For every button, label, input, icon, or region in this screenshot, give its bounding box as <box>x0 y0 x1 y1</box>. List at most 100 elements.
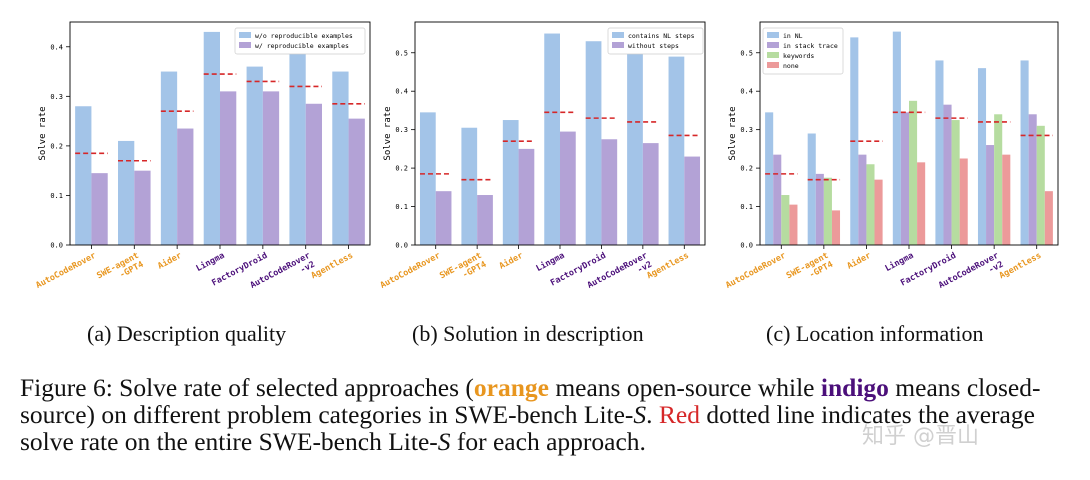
bar <box>348 118 365 245</box>
bar <box>900 112 909 245</box>
legend-label: in stack trace <box>783 42 838 50</box>
bar <box>959 158 968 245</box>
bar <box>1036 125 1045 245</box>
subcaption-c: (c) Location information <box>766 321 984 346</box>
y-tick-label: 0.2 <box>395 165 408 173</box>
legend-label: keywords <box>783 52 814 60</box>
legend-swatch <box>767 32 779 38</box>
legend-label: w/o reproducible examples <box>255 32 353 40</box>
bar <box>1044 191 1053 245</box>
x-tick-label: AutoCodeRover <box>34 251 97 291</box>
caption-italic-s: S <box>633 400 647 429</box>
bar <box>823 177 832 245</box>
chart-panel-2: 0.0 0.1 0.2 0.3 0.4 0.5 Solve rate AutoCodeRove… <box>379 21 706 291</box>
x-tick-label-line: AutoCodeRover <box>379 251 442 291</box>
bar <box>917 162 926 245</box>
bar <box>627 45 643 245</box>
x-tick-label: SWE-agent-GPT4 <box>95 251 145 290</box>
bar <box>765 112 774 245</box>
y-tick-label: 0.3 <box>395 126 408 134</box>
bar <box>177 128 194 245</box>
bar <box>815 173 824 245</box>
x-tick-label: AutoCodeRover <box>724 251 787 291</box>
x-tick-label-line: AutoCodeRover <box>724 251 787 291</box>
bar <box>994 114 1003 245</box>
legend-swatch <box>612 42 624 48</box>
bar <box>203 31 220 245</box>
bar <box>262 91 280 245</box>
bar <box>1020 60 1029 246</box>
bar <box>668 56 685 245</box>
caption-text: Figure 6: Solve rate of selected approac… <box>20 373 474 402</box>
x-tick-label-line: Lingma <box>194 250 226 274</box>
y-tick-label: 0.1 <box>740 203 753 211</box>
legend-label: w/ reproducible examples <box>255 42 349 50</box>
x-tick-label: SWE-agent-GPT4 <box>785 251 835 290</box>
y-tick-label: 0.5 <box>395 49 408 57</box>
x-tick-label: Aider <box>156 250 184 272</box>
y-tick-label: 0.3 <box>740 126 753 134</box>
chart-panel-1: 0.0 0.1 0.2 0.3 0.4 Solve rate AutoCodeRoverSW… <box>34 21 371 291</box>
bar <box>684 156 701 245</box>
bar <box>892 31 901 246</box>
plot-frame <box>414 21 706 246</box>
bar <box>909 100 918 245</box>
bar <box>461 127 478 245</box>
legend-swatch <box>767 52 779 58</box>
caption-orange-word: orange <box>473 373 549 402</box>
bar <box>874 179 883 245</box>
x-tick-label: Aider <box>845 250 873 272</box>
y-tick-label: 0.5 <box>740 49 753 57</box>
y-tick-label: 0.0 <box>50 242 63 250</box>
bar <box>134 170 151 245</box>
y-tick-label: 0.4 <box>395 88 408 96</box>
y-tick-label: 0.1 <box>395 203 408 211</box>
bar <box>642 143 659 245</box>
legend: in NL in stack trace keywords none <box>762 27 844 75</box>
legend-swatch <box>767 42 779 48</box>
caption-text: dotted line indicates the average solve … <box>20 400 1035 456</box>
caption-italic-s: S <box>437 427 451 456</box>
caption-text: means open-source while <box>548 373 821 402</box>
x-tick-label-line: Aider <box>156 250 184 272</box>
legend-label: none <box>783 62 799 70</box>
bar <box>986 145 995 245</box>
y-tick-label: 0.4 <box>50 43 63 51</box>
x-tick-label: Agentless <box>310 251 355 281</box>
y-tick-label: 0.2 <box>740 165 753 173</box>
legend-label: in NL <box>783 32 803 40</box>
caption-indigo-word: indigo <box>820 373 889 402</box>
bar <box>289 51 306 245</box>
y-tick-label: 0.2 <box>50 142 63 150</box>
bar <box>935 60 944 246</box>
bar <box>160 71 178 245</box>
bar <box>332 71 349 245</box>
chart-panel-3: 0.0 0.1 0.2 0.3 0.4 0.5 Solve rate AutoCodeRove… <box>724 21 1059 291</box>
x-tick-label-line: AutoCodeRover <box>34 251 97 291</box>
x-tick-label: Lingma <box>534 250 566 274</box>
x-tick-label: Agentless <box>998 251 1043 281</box>
bar <box>246 66 263 245</box>
bar <box>118 140 135 245</box>
bar <box>477 195 493 245</box>
bar <box>977 68 987 245</box>
bar <box>807 133 816 245</box>
bar <box>951 120 960 245</box>
x-tick-label-line: Aider <box>845 250 873 272</box>
y-tick-label: 0.1 <box>50 192 63 200</box>
caption-text: for each approach. <box>450 427 646 456</box>
y-tick-label: 0.0 <box>740 242 753 250</box>
y-tick-label: 0.4 <box>740 88 753 96</box>
bar <box>781 195 790 245</box>
legend-label: without steps <box>628 42 679 50</box>
figure-caption: Figure 6: Solve rate of selected approac… <box>20 374 1082 455</box>
plot-frame <box>69 21 371 246</box>
legend-box <box>234 27 366 55</box>
x-tick-label: Lingma <box>883 250 915 274</box>
bar <box>544 33 560 245</box>
subcaption-b: (b) Solution in description <box>412 321 644 346</box>
caption-red-word: Red <box>658 400 700 429</box>
bar <box>789 204 798 245</box>
bar <box>502 120 519 245</box>
caption-text: means closed-source) on different proble… <box>20 373 1041 429</box>
